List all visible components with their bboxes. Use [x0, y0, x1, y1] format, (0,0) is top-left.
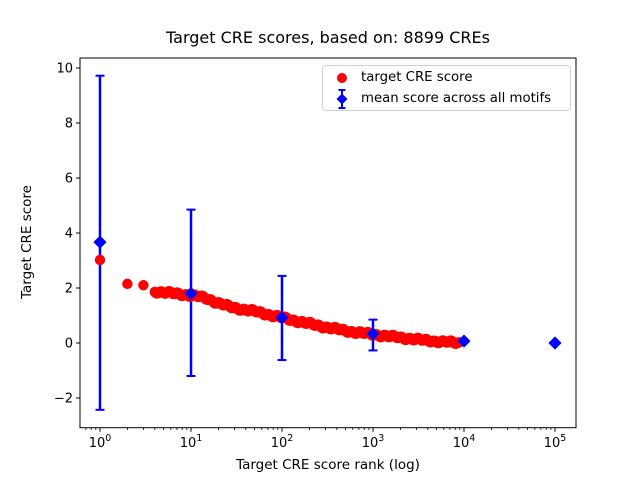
legend: target CRE score mean score across all m… — [322, 65, 571, 111]
scatter-point — [138, 280, 149, 291]
x-tick-label: 104 — [453, 433, 476, 451]
mean-diamond-marker — [366, 327, 380, 341]
y-tick-label: 2 — [65, 282, 73, 297]
x-tick-label: 100 — [89, 433, 112, 451]
mean-diamonds — [93, 235, 562, 350]
legend-label: mean score across all motifs — [361, 91, 552, 106]
mean-diamond-marker — [275, 311, 289, 325]
x-tick-label: 101 — [180, 433, 203, 451]
y-tick-label: 4 — [65, 227, 73, 242]
legend-item-target-cre-score: target CRE score — [323, 67, 570, 88]
scatter-point — [94, 254, 106, 266]
legend-red-dot-icon — [323, 72, 361, 83]
y-axis-ticks: −2 0 2 4 6 8 10 — [54, 62, 80, 407]
target-score-scatter — [94, 254, 465, 350]
x-axis-label: Target CRE score rank (log) — [236, 457, 420, 473]
x-tick-label: 103 — [362, 433, 385, 451]
mean-diamond-marker — [93, 235, 107, 249]
mean-error-bars — [95, 74, 378, 411]
x-tick-label: 102 — [271, 433, 294, 451]
legend-item-mean-score: mean score across all motifs — [323, 88, 570, 109]
chart-title: Target CRE scores, based on: 8899 CREs — [166, 28, 490, 47]
x-axis-ticks: 100 101 102 103 104 105 — [85, 427, 567, 451]
y-axis-label: Target CRE score — [19, 185, 35, 299]
legend-label: target CRE score — [361, 70, 473, 85]
y-tick-label: 0 — [65, 337, 73, 352]
mean-diamond-marker — [548, 336, 562, 350]
x-tick-label: 105 — [544, 433, 567, 451]
y-tick-label: 8 — [65, 117, 73, 132]
axes-frame — [79, 57, 577, 429]
legend-blue-diamond-errorbar-icon — [323, 88, 361, 110]
mean-diamond-marker — [457, 334, 471, 348]
mean-diamond-marker — [184, 286, 198, 301]
scatter-point — [122, 278, 133, 290]
y-tick-label: −2 — [54, 392, 73, 407]
y-tick-label: 10 — [56, 62, 73, 77]
y-tick-label: 6 — [65, 172, 73, 187]
